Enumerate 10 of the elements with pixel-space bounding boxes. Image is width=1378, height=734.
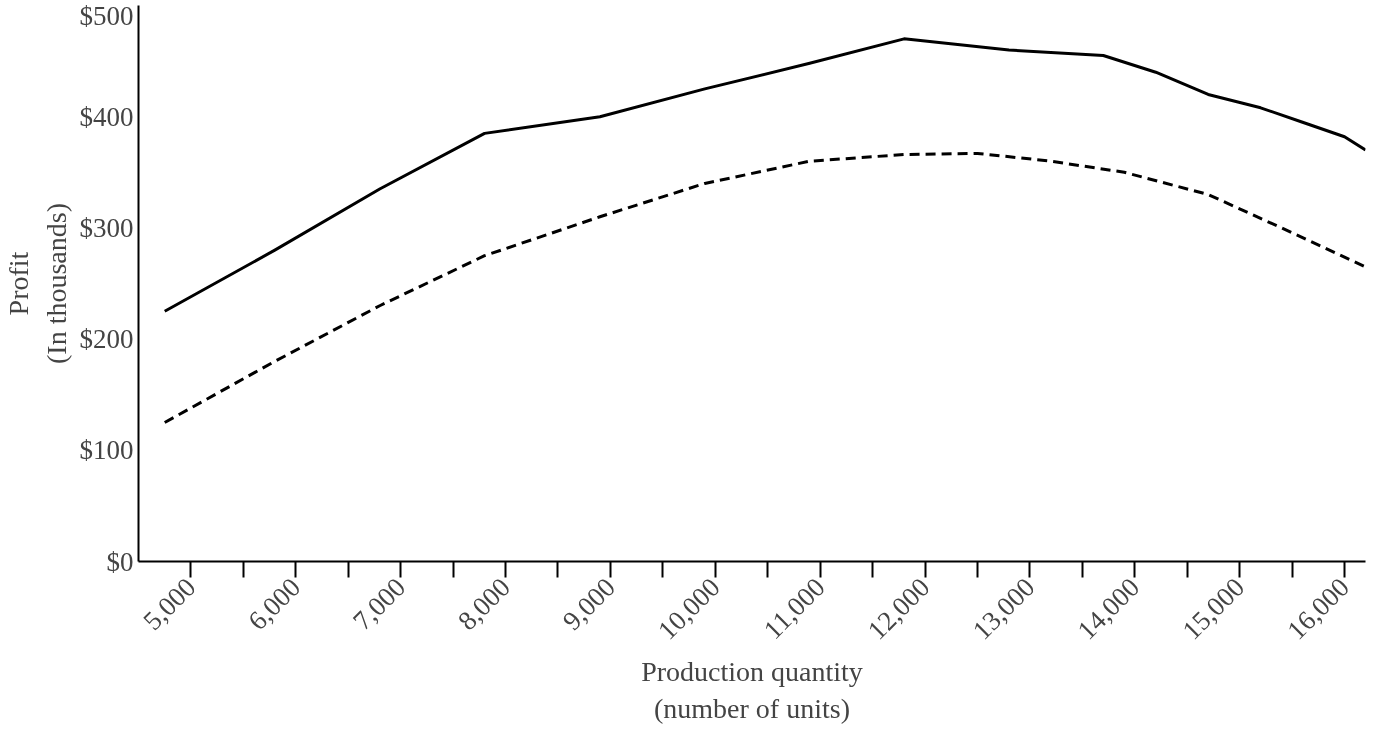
y-tick-label: $400 [79,101,134,132]
x-axis-title: Production quantity (number of units) [641,655,863,724]
line-series [163,151,1366,424]
y-axis-title: Profit (In thousands) [3,203,72,364]
y-tick-label: $0 [106,546,134,577]
y-tick-label: $200 [79,324,134,355]
y-tick-label: $100 [79,435,134,466]
line-series [163,37,1366,313]
y-tick-label: $500 [79,0,134,31]
y-tick-label: $300 [79,212,134,243]
